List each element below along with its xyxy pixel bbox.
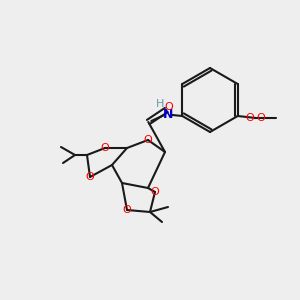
Text: H: H: [156, 99, 164, 109]
Text: O: O: [85, 172, 94, 182]
Text: O: O: [100, 143, 109, 153]
Text: O: O: [123, 205, 131, 215]
Text: O: O: [245, 113, 254, 123]
Text: O: O: [144, 135, 152, 145]
Text: O: O: [164, 102, 173, 112]
Text: O: O: [151, 187, 159, 197]
Text: N: N: [163, 107, 173, 121]
Text: O: O: [256, 113, 265, 123]
